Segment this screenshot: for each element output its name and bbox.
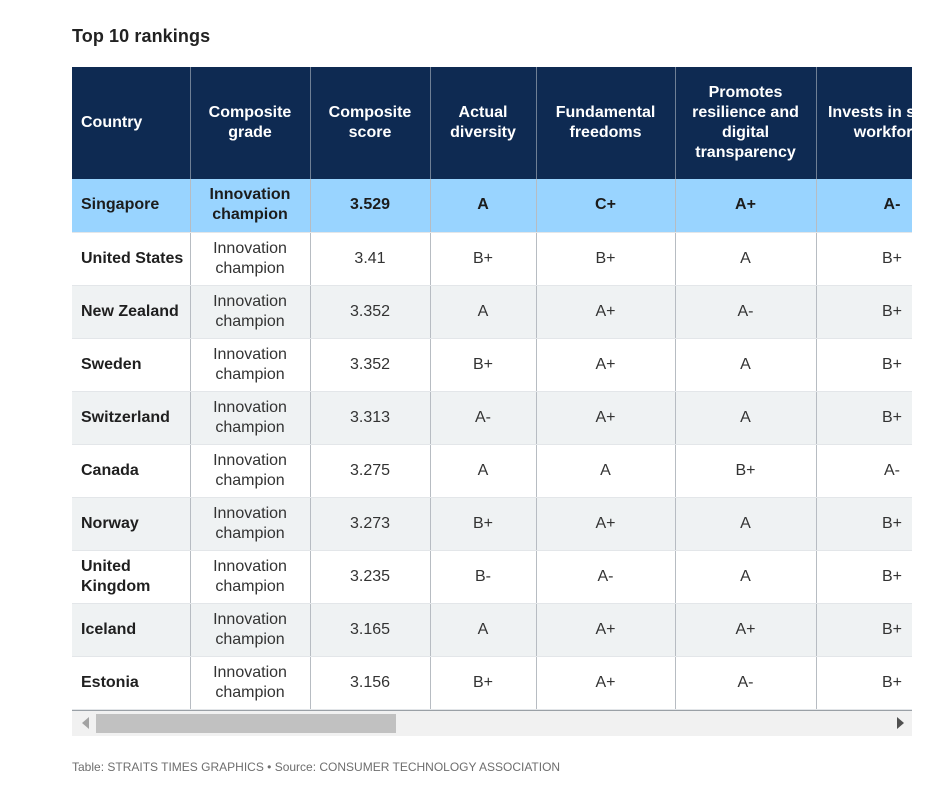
cell-composite-grade: Innovation champion [190, 603, 311, 657]
cell-invests-skilled-workforce: A- [816, 179, 912, 233]
cell-country: Iceland [72, 603, 191, 657]
cell-actual-diversity: A [430, 179, 537, 233]
cell-actual-diversity: B+ [430, 656, 537, 710]
cell-actual-diversity: B+ [430, 338, 537, 392]
cell-invests-skilled-workforce: B+ [816, 603, 912, 657]
cell-promotes-resilience: A+ [675, 603, 817, 657]
cell-actual-diversity: A [430, 285, 537, 339]
cell-actual-diversity: A [430, 603, 537, 657]
header-composite-grade: Composite grade [190, 67, 311, 179]
horizontal-scrollbar[interactable] [72, 710, 912, 736]
cell-composite-score: 3.41 [310, 232, 431, 286]
header-country: Country [72, 67, 191, 179]
cell-composite-score: 3.273 [310, 497, 431, 551]
cell-composite-grade: Innovation champion [190, 444, 311, 498]
rankings-table: Country Composite grade Composite score … [72, 67, 912, 710]
cell-composite-grade: Innovation champion [190, 285, 311, 339]
cell-country: Estonia [72, 656, 191, 710]
cell-invests-skilled-workforce: B+ [816, 391, 912, 445]
cell-composite-grade: Innovation champion [190, 550, 311, 604]
cell-composite-grade: Innovation champion [190, 656, 311, 710]
cell-invests-skilled-workforce: A- [816, 444, 912, 498]
header-invests-skilled-workforce: Invests in skilled workforce [816, 67, 912, 179]
cell-fundamental-freedoms: C+ [536, 179, 676, 233]
source-caption: Table: STRAITS TIMES GRAPHICS • Source: … [72, 760, 561, 774]
cell-promotes-resilience: B+ [675, 444, 817, 498]
table-row: Estonia Innovation champion 3.156 B+ A+ A- B+ [72, 656, 912, 710]
cell-composite-score: 3.352 [310, 338, 431, 392]
cell-fundamental-freedoms: A+ [536, 603, 676, 657]
cell-composite-grade: Innovation champion [190, 179, 311, 233]
cell-fundamental-freedoms: A- [536, 550, 676, 604]
cell-invests-skilled-workforce: B+ [816, 338, 912, 392]
cell-country: New Zealand [72, 285, 191, 339]
cell-composite-score: 3.313 [310, 391, 431, 445]
rankings-table-container[interactable]: Country Composite grade Composite score … [72, 67, 912, 710]
cell-actual-diversity: B+ [430, 497, 537, 551]
cell-fundamental-freedoms: A+ [536, 391, 676, 445]
cell-promotes-resilience: A- [675, 656, 817, 710]
cell-fundamental-freedoms: A+ [536, 497, 676, 551]
cell-composite-grade: Innovation champion [190, 497, 311, 551]
cell-fundamental-freedoms: B+ [536, 232, 676, 286]
table-row: United States Innovation champion 3.41 B+ B+… [72, 232, 912, 286]
cell-country: United Kingdom [72, 550, 191, 604]
header-promotes-resilience: Promotes resilience and digital transpar… [675, 67, 817, 179]
cell-invests-skilled-workforce: B+ [816, 232, 912, 286]
cell-promotes-resilience: A [675, 338, 817, 392]
table-row: New Zealand Innovation champion 3.352 A A+ A-… [72, 285, 912, 339]
cell-country: Singapore [72, 179, 191, 233]
cell-fundamental-freedoms: A+ [536, 338, 676, 392]
cell-composite-score: 3.156 [310, 656, 431, 710]
page-title: Top 10 rankings [72, 26, 211, 46]
table-row: Norway Innovation champion 3.273 B+ A+ A B+ [72, 497, 912, 551]
cell-actual-diversity: B+ [430, 232, 537, 286]
cell-invests-skilled-workforce: B+ [816, 285, 912, 339]
cell-composite-score: 3.529 [310, 179, 431, 233]
table-row: Iceland Innovation champion 3.165 A A+ A+ B+ [72, 603, 912, 657]
cell-composite-score: 3.165 [310, 603, 431, 657]
cell-composite-score: 3.235 [310, 550, 431, 604]
cell-promotes-resilience: A [675, 232, 817, 286]
triangle-right-icon[interactable] [897, 717, 904, 729]
cell-country: Sweden [72, 338, 191, 392]
cell-fundamental-freedoms: A+ [536, 285, 676, 339]
header-composite-score: Composite score [310, 67, 431, 179]
triangle-left-icon[interactable] [82, 717, 89, 729]
cell-country: United States [72, 232, 191, 286]
cell-promotes-resilience: A [675, 550, 817, 604]
cell-composite-grade: Innovation champion [190, 338, 311, 392]
table-row: Sweden Innovation champion 3.352 B+ A+ A B+ [72, 338, 912, 392]
cell-country: Switzerland [72, 391, 191, 445]
header-actual-diversity: Actual diversity [430, 67, 537, 179]
table-row: Switzerland Innovation champion 3.313 A- A+ A… [72, 391, 912, 445]
cell-composite-score: 3.275 [310, 444, 431, 498]
cell-invests-skilled-workforce: B+ [816, 497, 912, 551]
cell-promotes-resilience: A [675, 391, 817, 445]
cell-composite-score: 3.352 [310, 285, 431, 339]
table-row: Singapore Innovation champion 3.529 A C+ A+ A- [72, 179, 912, 233]
cell-composite-grade: Innovation champion [190, 232, 311, 286]
cell-promotes-resilience: A+ [675, 179, 817, 233]
cell-invests-skilled-workforce: B+ [816, 550, 912, 604]
cell-actual-diversity: A [430, 444, 537, 498]
table-row: Canada Innovation champion 3.275 A A B+ A- [72, 444, 912, 498]
header-fundamental-freedoms: Fundamental freedoms [536, 67, 676, 179]
table-header-row: Country Composite grade Composite score … [72, 67, 912, 179]
cell-country: Norway [72, 497, 191, 551]
cell-fundamental-freedoms: A+ [536, 656, 676, 710]
cell-actual-diversity: A- [430, 391, 537, 445]
cell-promotes-resilience: A [675, 497, 817, 551]
cell-actual-diversity: B- [430, 550, 537, 604]
cell-country: Canada [72, 444, 191, 498]
cell-composite-grade: Innovation champion [190, 391, 311, 445]
cell-fundamental-freedoms: A [536, 444, 676, 498]
scrollbar-thumb[interactable] [96, 714, 396, 733]
cell-invests-skilled-workforce: B+ [816, 656, 912, 710]
cell-promotes-resilience: A- [675, 285, 817, 339]
table-row: United Kingdom Innovation champion 3.235 B-… [72, 550, 912, 604]
